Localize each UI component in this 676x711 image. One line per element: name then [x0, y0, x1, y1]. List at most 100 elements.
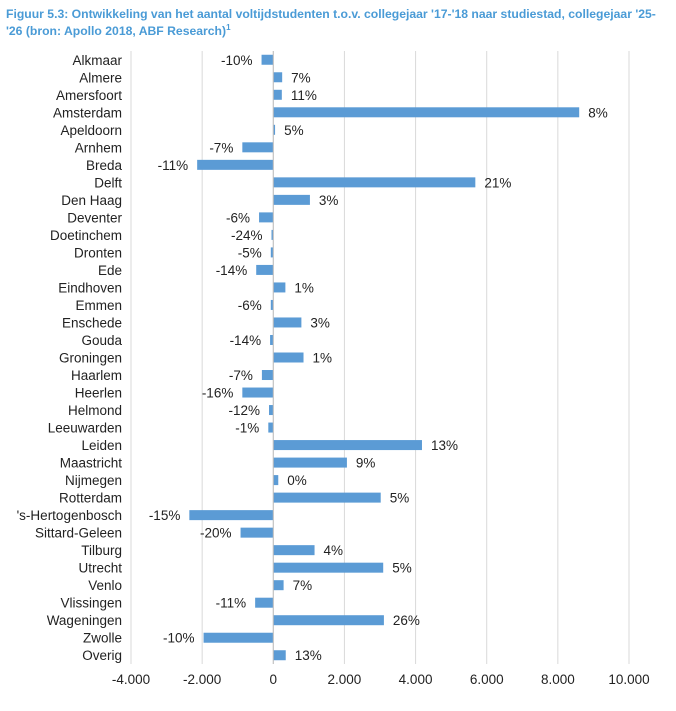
x-tick-label: -2.000: [183, 672, 221, 687]
bar: [197, 159, 274, 170]
data-label: -20%: [200, 526, 232, 541]
data-label: -7%: [209, 140, 233, 155]
data-label: -11%: [216, 596, 247, 611]
category-label: Arnhem: [75, 140, 122, 155]
x-tick-label: 6.000: [470, 672, 504, 687]
bar: [273, 177, 476, 188]
data-label: 1%: [294, 280, 314, 295]
data-label: -24%: [231, 228, 263, 243]
bar: [273, 440, 422, 451]
chart-title: Figuur 5.3: Ontwikkeling van het aantal …: [6, 6, 670, 40]
category-label: Dronten: [74, 245, 122, 260]
category-label: Enschede: [62, 315, 122, 330]
data-label: 0%: [287, 473, 307, 488]
data-label: -7%: [229, 368, 253, 383]
bars: [189, 54, 580, 661]
bar: [273, 615, 384, 626]
bar: [261, 54, 274, 65]
bar: [270, 247, 274, 258]
category-label: Vlissingen: [60, 596, 122, 611]
data-label: -6%: [238, 298, 262, 313]
category-labels: Alkmaar Almere Amersfoort Amsterdam Apeldoor…: [17, 53, 123, 663]
category-label: Doetinchem: [50, 228, 122, 243]
bar: [273, 545, 315, 556]
bar: [273, 317, 302, 328]
bar: [273, 352, 304, 363]
bar: [203, 632, 274, 643]
category-label: Amsterdam: [53, 105, 122, 120]
data-label: -5%: [238, 245, 262, 260]
category-label: Haarlem: [71, 368, 122, 383]
bar: [273, 89, 282, 100]
x-tick-label: 10.000: [608, 672, 649, 687]
category-label: Den Haag: [61, 193, 122, 208]
data-label: 5%: [392, 561, 412, 576]
category-label: Deventer: [67, 210, 122, 225]
x-tick-label: 8.000: [541, 672, 575, 687]
bar: [270, 299, 274, 310]
category-label: Utrecht: [78, 561, 122, 576]
bar: [273, 492, 381, 503]
bar: [259, 212, 274, 223]
bar: [189, 510, 274, 521]
bar: [261, 370, 274, 381]
bar: [242, 142, 274, 153]
bar: [255, 597, 274, 608]
category-label: Sittard-Geleen: [35, 526, 122, 541]
bar: [273, 282, 286, 293]
data-labels: -10% 7% 11% 8% 5% -7% -11% 21% 3% -6% -24% -5% -14% 1…: [149, 53, 608, 663]
category-label: Breda: [86, 158, 123, 173]
x-tick-label: 2.000: [328, 672, 362, 687]
category-label: Venlo: [88, 578, 122, 593]
category-label: Zwolle: [83, 631, 122, 646]
data-label: 4%: [324, 543, 344, 558]
data-label: 3%: [319, 193, 339, 208]
category-label: Leeuwarden: [48, 421, 122, 436]
data-label: -11%: [158, 158, 189, 173]
category-label: Groningen: [59, 351, 122, 366]
category-label: Wageningen: [47, 613, 122, 628]
category-label: Almere: [79, 70, 122, 85]
category-label: Alkmaar: [72, 53, 122, 68]
category-label: Heerlen: [75, 386, 122, 401]
bar: [273, 562, 384, 573]
x-tick-labels: -4.000 -2.000 0 2.000 4.000 6.000 8.000 10.000: [112, 672, 650, 687]
bar: [271, 229, 274, 240]
category-label: Nijmegen: [65, 473, 122, 488]
bar: [240, 527, 274, 538]
category-label: Gouda: [81, 333, 122, 348]
bar: [269, 405, 274, 416]
category-label: Apeldoorn: [60, 123, 122, 138]
category-label: Emmen: [75, 298, 122, 313]
data-label: 7%: [291, 70, 311, 85]
data-label: 26%: [393, 613, 420, 628]
bar: [268, 422, 274, 433]
data-label: 8%: [588, 105, 608, 120]
data-label: 11%: [291, 88, 317, 103]
x-tick-label: 4.000: [399, 672, 433, 687]
category-label: Eindhoven: [58, 280, 122, 295]
category-label: Overig: [82, 648, 122, 663]
bar: [273, 194, 310, 205]
category-label: 's-Hertogenbosch: [17, 508, 122, 523]
bar: [273, 580, 284, 591]
data-label: -16%: [202, 386, 234, 401]
data-label: 9%: [356, 456, 376, 471]
data-label: -6%: [226, 210, 250, 225]
data-label: 1%: [313, 351, 333, 366]
category-label: Tilburg: [81, 543, 122, 558]
data-label: -14%: [216, 263, 248, 278]
data-label: 5%: [284, 123, 304, 138]
data-label: -12%: [229, 403, 261, 418]
data-label: 13%: [295, 648, 322, 663]
data-label: 5%: [390, 491, 410, 506]
bar: [273, 72, 283, 83]
category-label: Maastricht: [60, 456, 123, 471]
category-label: Helmond: [68, 403, 122, 418]
x-tick-label: -4.000: [112, 672, 150, 687]
bar: [256, 264, 274, 275]
data-label: 7%: [293, 578, 313, 593]
category-label: Delft: [94, 175, 122, 190]
bar: [273, 650, 286, 661]
chart-title-text: Figuur 5.3: Ontwikkeling van het aantal …: [6, 7, 656, 38]
